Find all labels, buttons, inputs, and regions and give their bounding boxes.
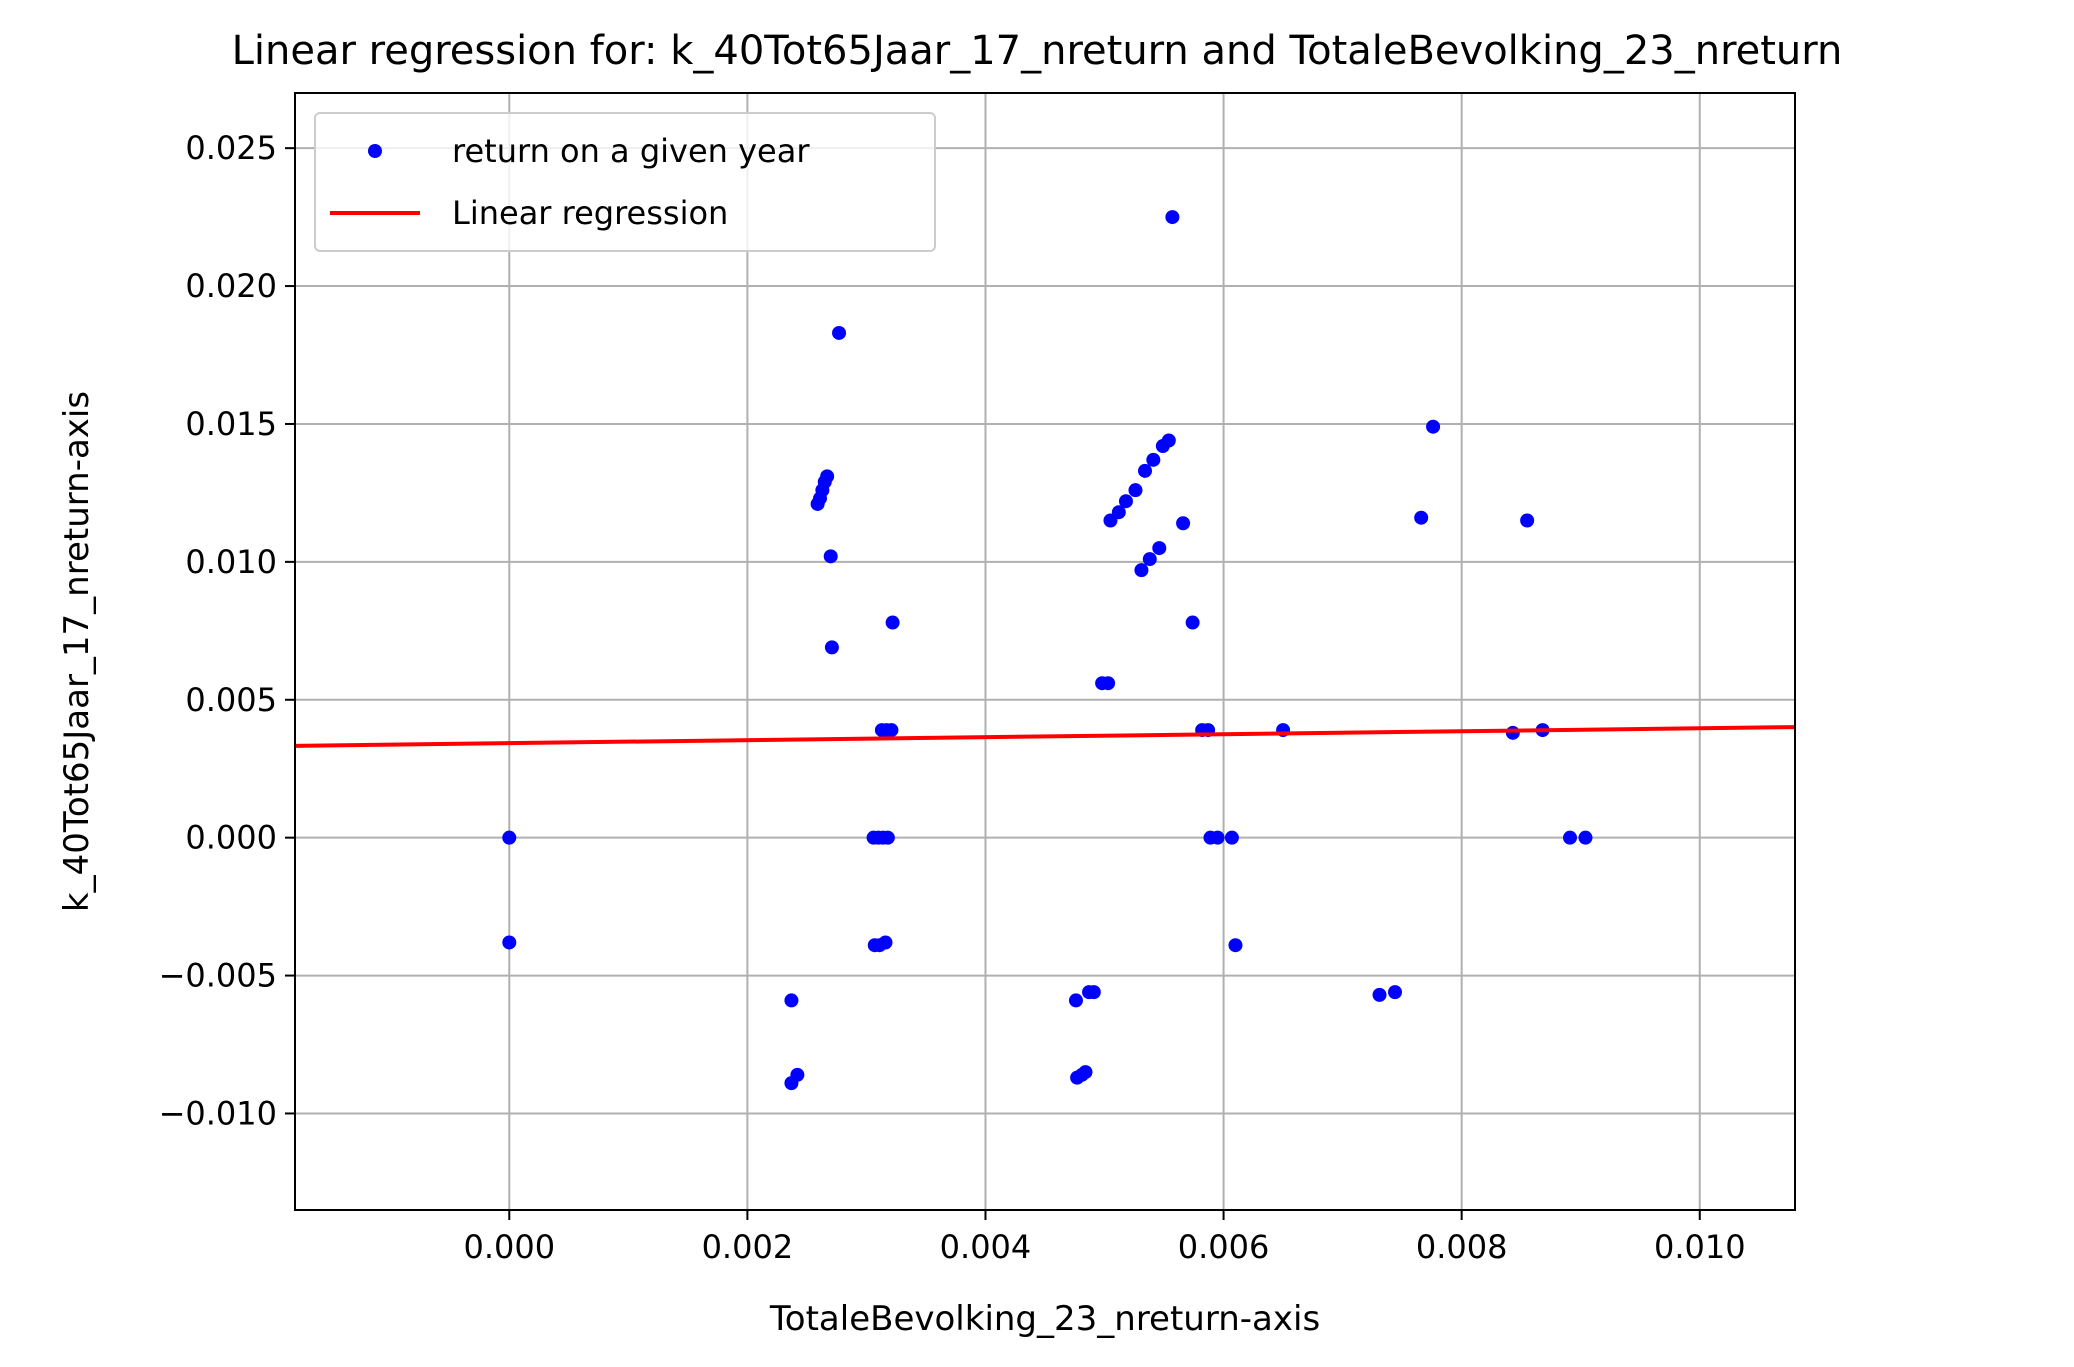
- data-point: [832, 325, 847, 340]
- data-point: [790, 1067, 805, 1082]
- data-point: [1505, 725, 1520, 740]
- data-point: [1068, 993, 1083, 1008]
- chart-title: Linear regression for: k_40Tot65Jaar_17_…: [232, 28, 1843, 74]
- legend-label-scatter: return on a given year: [452, 132, 810, 170]
- data-point: [1520, 513, 1535, 528]
- data-point: [824, 640, 839, 655]
- data-point: [1176, 516, 1191, 531]
- data-point: [884, 723, 899, 738]
- data-point: [878, 935, 893, 950]
- y-tick-label: −0.010: [159, 1094, 277, 1132]
- y-tick-label: 0.000: [185, 819, 277, 857]
- data-point: [1563, 830, 1577, 845]
- y-tick-label: −0.005: [159, 957, 277, 995]
- data-point: [1578, 830, 1593, 845]
- data-point: [1138, 463, 1152, 478]
- x-axis-label: TotaleBevolking_23_nreturn-axis: [769, 1299, 1320, 1339]
- data-point: [1210, 830, 1225, 845]
- y-tick-label: 0.015: [185, 405, 277, 443]
- plot-area-frame: [294, 92, 1796, 1211]
- data-point: [1086, 985, 1101, 1000]
- data-point: [1224, 830, 1239, 845]
- x-tick-label: 0.002: [702, 1228, 794, 1266]
- y-tick-label: 0.020: [185, 267, 277, 305]
- data-point: [1388, 985, 1402, 1000]
- data-point: [820, 469, 835, 484]
- data-point: [1146, 452, 1161, 467]
- data-point: [885, 615, 900, 630]
- series-layer: [294, 210, 1796, 1091]
- x-tick-label: 0.004: [940, 1228, 1032, 1266]
- data-point: [1185, 615, 1200, 630]
- legend-marker-scatter: [368, 144, 382, 158]
- data-point: [1078, 1065, 1093, 1080]
- data-point: [502, 935, 517, 950]
- x-tick-label: 0.008: [1416, 1228, 1508, 1266]
- y-tick-label: 0.005: [185, 681, 277, 719]
- x-tick-label: 0.010: [1654, 1228, 1746, 1266]
- data-point: [502, 830, 517, 845]
- data-point: [1228, 938, 1243, 953]
- legend: return on a given year Linear regression: [314, 112, 936, 252]
- legend-box: [314, 112, 936, 252]
- data-point: [1134, 563, 1149, 578]
- tick-layer: 0.000 0.002 0.004 0.006 0.008 0.010 −0.010 −0.0…: [159, 129, 1746, 1266]
- data-point: [1426, 419, 1441, 434]
- data-point: [880, 830, 895, 845]
- data-point: [1161, 433, 1176, 448]
- data-point: [1414, 510, 1429, 525]
- legend-label-line: Linear regression: [452, 194, 728, 232]
- data-point: [1372, 987, 1387, 1002]
- data-point: [784, 993, 799, 1008]
- grid-layer: [295, 93, 1795, 1210]
- data-point: [1118, 494, 1133, 509]
- y-axis-label: k_40Tot65Jaar_17_nreturn-axis: [57, 391, 97, 912]
- data-point: [1111, 505, 1126, 520]
- data-point: [1128, 483, 1143, 498]
- x-tick-label: 0.006: [1178, 1228, 1270, 1266]
- data-point: [1152, 541, 1167, 556]
- data-point: [1101, 676, 1116, 691]
- regression-line: [294, 725, 1796, 748]
- data-point: [1165, 210, 1180, 225]
- data-point: [1142, 552, 1157, 567]
- y-tick-label: 0.010: [185, 543, 277, 581]
- x-tick-label: 0.000: [463, 1228, 555, 1266]
- data-point: [823, 549, 838, 564]
- y-tick-label: 0.025: [185, 129, 277, 167]
